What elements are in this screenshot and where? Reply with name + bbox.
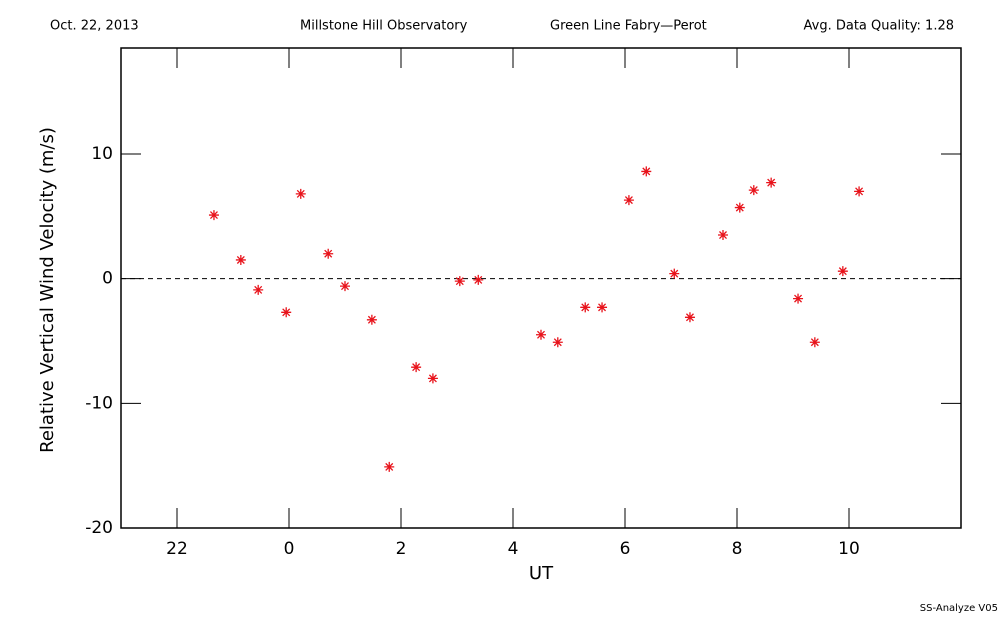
point <box>809 337 820 348</box>
x-tick-label: 2 <box>396 539 407 559</box>
header-instrument: Green Line Fabry—Perot <box>550 19 707 34</box>
point <box>473 274 484 285</box>
y-tick-label: -20 <box>85 518 113 538</box>
x-tick-label: 0 <box>284 539 295 559</box>
point <box>536 329 546 340</box>
point <box>684 312 695 323</box>
x-axis-label: UT <box>529 563 554 584</box>
x-tick-label: 6 <box>620 539 631 559</box>
footer: SS-Analyze V05 <box>920 603 998 614</box>
point <box>384 461 395 472</box>
point <box>427 373 438 384</box>
point <box>718 230 728 241</box>
point <box>411 362 422 373</box>
y-tick-label: -10 <box>85 393 113 413</box>
point <box>552 337 563 348</box>
x-tick-label: 22 <box>166 539 188 559</box>
point <box>854 186 865 197</box>
point <box>793 293 804 304</box>
point <box>366 314 377 325</box>
y-tick-label: 10 <box>91 144 113 164</box>
point <box>208 210 219 221</box>
point <box>235 254 246 265</box>
x-tick-label: 10 <box>838 539 860 559</box>
x-tick-label: 8 <box>732 539 743 559</box>
point <box>281 307 292 318</box>
point <box>734 202 745 213</box>
plot-frame <box>120 47 962 529</box>
header-quality: Avg. Data Quality: 1.28 <box>804 19 954 34</box>
point <box>295 188 306 199</box>
point <box>623 195 634 206</box>
point <box>340 281 350 292</box>
header-observatory: Millstone Hill Observatory <box>300 19 468 34</box>
y-tick-label: 0 <box>102 269 113 289</box>
point <box>454 276 465 287</box>
point <box>253 284 264 295</box>
point <box>323 248 334 259</box>
point <box>766 177 777 188</box>
point <box>669 268 680 279</box>
y-axis-label: Relative Vertical Wind Velocity (m/s) <box>37 127 58 453</box>
point <box>641 166 652 177</box>
point <box>597 302 608 313</box>
point <box>580 302 591 313</box>
x-tick-label: 4 <box>508 539 519 559</box>
point <box>837 266 848 277</box>
header-date: Oct. 22, 2013 <box>50 19 139 34</box>
point <box>748 185 759 196</box>
